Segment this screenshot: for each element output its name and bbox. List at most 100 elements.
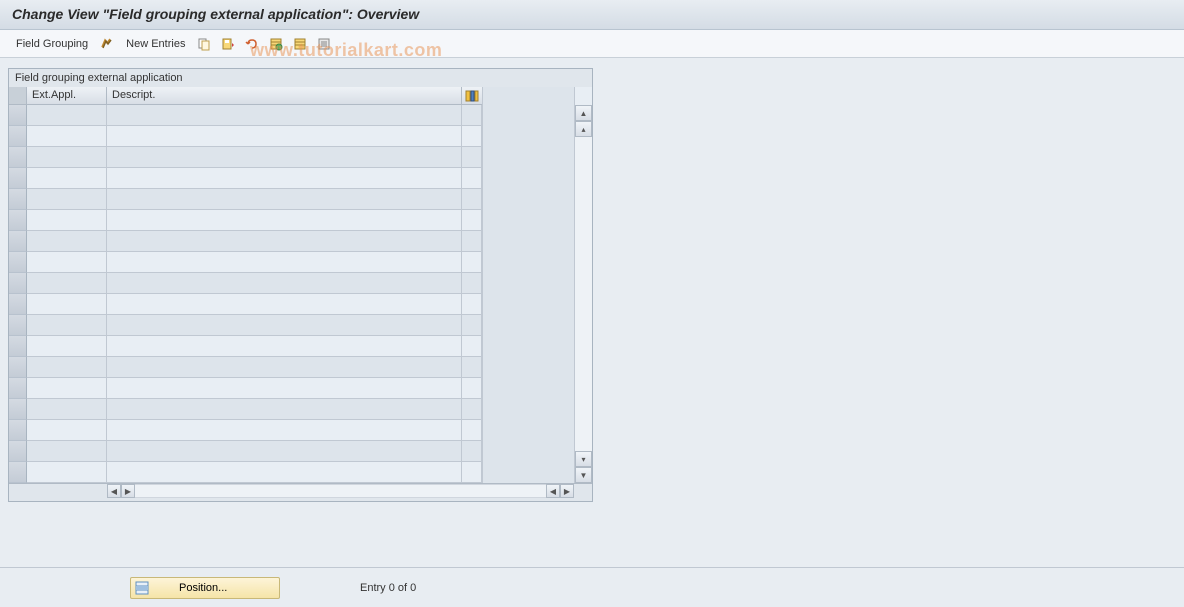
cell-descript[interactable]: [107, 231, 462, 252]
print-icon[interactable]: [315, 35, 333, 53]
toggle-icon[interactable]: [98, 35, 116, 53]
scroll-track[interactable]: [575, 137, 592, 451]
table-row[interactable]: [9, 231, 482, 252]
title-bar: Change View "Field grouping external app…: [0, 0, 1184, 30]
cell-descript[interactable]: [107, 399, 462, 420]
save-icon[interactable]: [219, 35, 237, 53]
cell-ext-appl[interactable]: [27, 357, 107, 378]
table-row[interactable]: [9, 462, 482, 483]
row-selector[interactable]: [9, 210, 27, 231]
cell-ext-appl[interactable]: [27, 462, 107, 483]
scroll-down-button[interactable]: ▼: [575, 467, 592, 483]
cell-descript[interactable]: [107, 294, 462, 315]
hscroll-left-button[interactable]: ◀: [107, 484, 121, 498]
row-selector[interactable]: [9, 189, 27, 210]
table-row[interactable]: [9, 147, 482, 168]
row-selector[interactable]: [9, 294, 27, 315]
table-row[interactable]: [9, 378, 482, 399]
table-row[interactable]: [9, 399, 482, 420]
cell-ext-appl[interactable]: [27, 126, 107, 147]
copy-icon[interactable]: [195, 35, 213, 53]
page-title: Change View "Field grouping external app…: [12, 6, 419, 22]
scroll-up-button-2[interactable]: ▴: [575, 121, 592, 137]
header-descript[interactable]: Descript.: [107, 87, 462, 105]
cell-descript[interactable]: [107, 147, 462, 168]
cell-ext-appl[interactable]: [27, 273, 107, 294]
cell-ext-appl[interactable]: [27, 189, 107, 210]
row-selector[interactable]: [9, 231, 27, 252]
cell-ext-appl[interactable]: [27, 210, 107, 231]
table-row[interactable]: [9, 441, 482, 462]
row-selector[interactable]: [9, 147, 27, 168]
row-selector[interactable]: [9, 252, 27, 273]
row-selector[interactable]: [9, 441, 27, 462]
cell-ext-appl[interactable]: [27, 441, 107, 462]
table-row[interactable]: [9, 252, 482, 273]
field-grouping-menu[interactable]: Field Grouping: [12, 36, 92, 52]
cell-descript[interactable]: [107, 441, 462, 462]
table-row[interactable]: [9, 273, 482, 294]
hscroll-right-inner-button[interactable]: ▶: [121, 484, 135, 498]
row-selector[interactable]: [9, 420, 27, 441]
row-selector[interactable]: [9, 336, 27, 357]
cell-descript[interactable]: [107, 168, 462, 189]
row-selector[interactable]: [9, 105, 27, 126]
scroll-up-button[interactable]: ▲: [575, 105, 592, 121]
cell-descript[interactable]: [107, 378, 462, 399]
table-row[interactable]: [9, 210, 482, 231]
row-selector[interactable]: [9, 378, 27, 399]
hscroll-right-button[interactable]: ▶: [560, 484, 574, 498]
cell-descript[interactable]: [107, 210, 462, 231]
header-ext-appl[interactable]: Ext.Appl.: [27, 87, 107, 105]
table-row[interactable]: [9, 126, 482, 147]
row-selector[interactable]: [9, 126, 27, 147]
cell-spacer: [462, 168, 482, 189]
cell-ext-appl[interactable]: [27, 294, 107, 315]
select-all-icon[interactable]: [267, 35, 285, 53]
row-selector[interactable]: [9, 462, 27, 483]
cell-ext-appl[interactable]: [27, 420, 107, 441]
scroll-down-button-2[interactable]: ▾: [575, 451, 592, 467]
undo-icon[interactable]: [243, 35, 261, 53]
cell-ext-appl[interactable]: [27, 378, 107, 399]
cell-ext-appl[interactable]: [27, 105, 107, 126]
cell-descript[interactable]: [107, 273, 462, 294]
deselect-all-icon[interactable]: [291, 35, 309, 53]
new-entries-menu[interactable]: New Entries: [122, 36, 189, 52]
config-icon[interactable]: [462, 87, 482, 105]
cell-descript[interactable]: [107, 252, 462, 273]
cell-descript[interactable]: [107, 105, 462, 126]
cell-descript[interactable]: [107, 420, 462, 441]
header-selector[interactable]: [9, 87, 27, 105]
row-selector[interactable]: [9, 399, 27, 420]
cell-ext-appl[interactable]: [27, 252, 107, 273]
cell-descript[interactable]: [107, 315, 462, 336]
table-row[interactable]: [9, 168, 482, 189]
position-button[interactable]: Position...: [130, 577, 280, 599]
row-selector[interactable]: [9, 357, 27, 378]
hscroll-left-inner-button[interactable]: ◀: [546, 484, 560, 498]
cell-descript[interactable]: [107, 126, 462, 147]
cell-ext-appl[interactable]: [27, 231, 107, 252]
cell-descript[interactable]: [107, 357, 462, 378]
cell-ext-appl[interactable]: [27, 315, 107, 336]
table-row[interactable]: [9, 336, 482, 357]
table-row[interactable]: [9, 357, 482, 378]
table-row[interactable]: [9, 189, 482, 210]
row-selector[interactable]: [9, 273, 27, 294]
position-icon: [135, 581, 149, 595]
table-row[interactable]: [9, 105, 482, 126]
table-row[interactable]: [9, 294, 482, 315]
cell-ext-appl[interactable]: [27, 336, 107, 357]
row-selector[interactable]: [9, 315, 27, 336]
hscroll-track[interactable]: [135, 484, 546, 498]
cell-ext-appl[interactable]: [27, 147, 107, 168]
cell-descript[interactable]: [107, 189, 462, 210]
table-row[interactable]: [9, 315, 482, 336]
cell-ext-appl[interactable]: [27, 168, 107, 189]
cell-ext-appl[interactable]: [27, 399, 107, 420]
cell-descript[interactable]: [107, 336, 462, 357]
cell-descript[interactable]: [107, 462, 462, 483]
row-selector[interactable]: [9, 168, 27, 189]
table-row[interactable]: [9, 420, 482, 441]
